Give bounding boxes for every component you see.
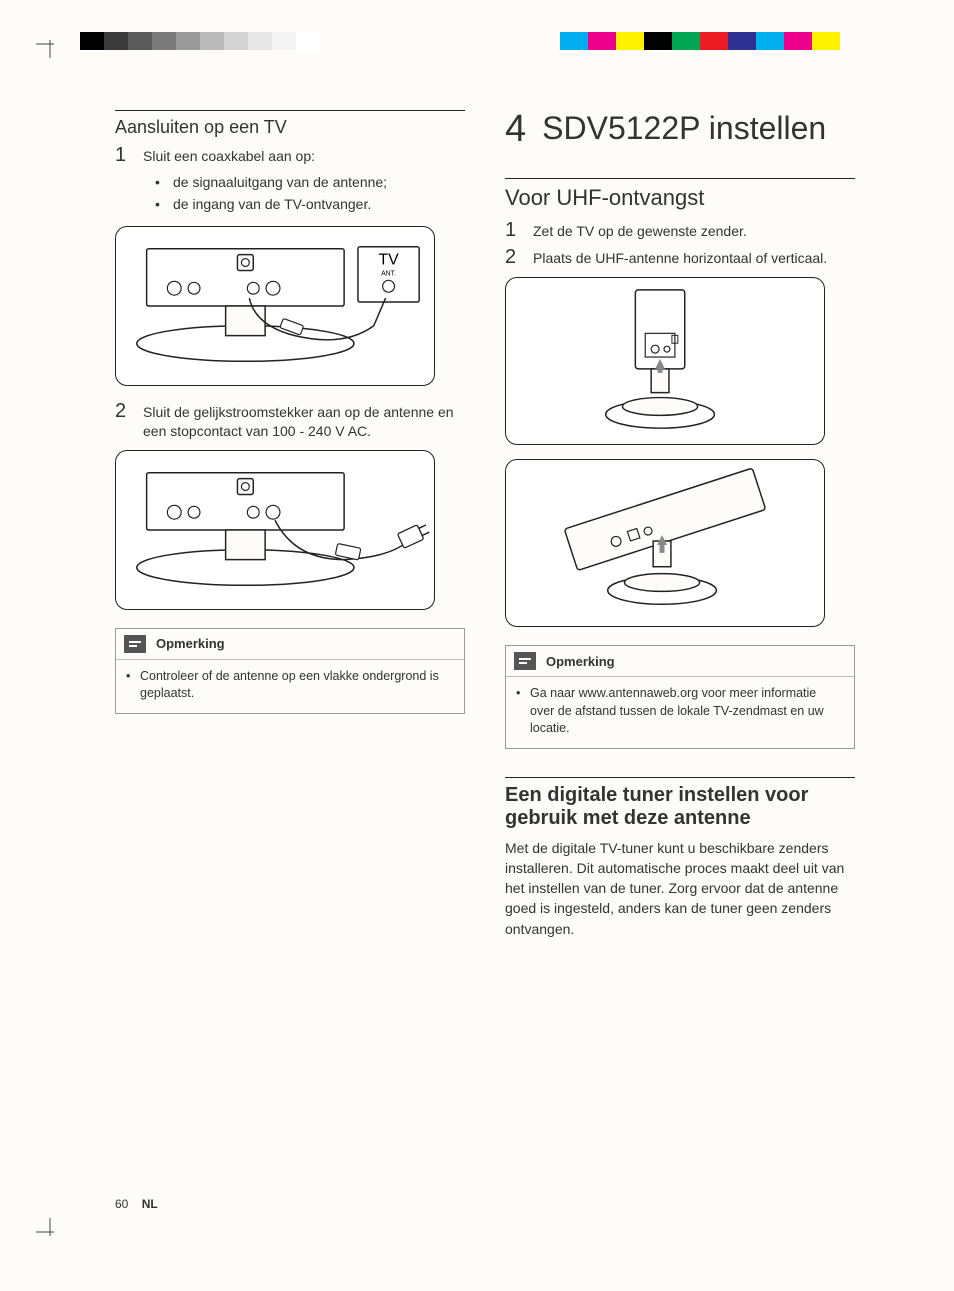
left-column: Aansluiten op een TV 1 Sluit een coaxkab… [115,110,465,939]
svg-text:ANT.: ANT. [381,270,396,277]
note-box: Opmerking Ga naar www.antennaweb.org voo… [505,645,855,749]
chapter-title: SDV5122P instellen [542,110,826,148]
step-number: 2 [115,400,143,442]
step-number: 1 [505,219,533,242]
note-title: Opmerking [156,636,225,651]
step-1-bullets: de signaaluitgang van de antenne; de ing… [155,171,465,216]
body-text: Met de digitale TV-tuner kunt u beschikb… [505,838,855,939]
rule [115,110,465,111]
note-item: Ga naar www.antennaweb.org voor meer inf… [516,685,844,738]
note-icon [514,652,536,670]
chapter-heading: 4 SDV5122P instellen [505,110,855,148]
page-footer: 60 NL [115,1197,158,1211]
note-box: Opmerking Controleer of de antenne op ee… [115,628,465,714]
bullet: de signaaluitgang van de antenne; [155,171,465,193]
step-text: Plaats de UHF-antenne horizontaal of ver… [533,246,827,269]
chapter-number: 4 [505,110,526,148]
heading-connect-tv: Aansluiten op een TV [115,117,465,138]
note-title: Opmerking [546,654,615,669]
heading-digital-tuner: Een digitale tuner instellen voor gebrui… [505,784,855,830]
figure-power [115,450,435,610]
note-item: Controleer of de antenne op een vlakke o… [126,668,454,703]
right-column: 4 SDV5122P instellen Voor UHF-ontvangst … [505,110,855,939]
step-text: Sluit een coaxkabel aan op: [143,144,315,167]
step-1: 1 Sluit een coaxkabel aan op: [115,144,465,167]
step-text: Zet de TV op de gewenste zender. [533,219,747,242]
svg-text:TV: TV [378,251,399,268]
language-code: NL [142,1197,158,1211]
figure-antenna-horizontal [505,459,825,627]
crop-mark-bottom-left [36,1218,64,1251]
step-number: 2 [505,246,533,269]
bullet: de ingang van de TV-ontvanger. [155,193,465,215]
page-number: 60 [115,1197,128,1211]
figure-coax-to-tv: TV ANT. [115,226,435,386]
note-icon [124,635,146,653]
step-text: Sluit de gelijkstroomstekker aan op de a… [143,400,465,442]
step-number: 1 [115,144,143,167]
uhf-step-1: 1 Zet de TV op de gewenste zender. [505,219,855,242]
uhf-step-2: 2 Plaats de UHF-antenne horizontaal of v… [505,246,855,269]
figure-antenna-vertical [505,277,825,445]
step-2: 2 Sluit de gelijkstroomstekker aan op de… [115,400,465,442]
rule [505,178,855,179]
rule [505,777,855,778]
registration-bars [0,32,954,52]
heading-uhf: Voor UHF-ontvangst [505,185,855,211]
